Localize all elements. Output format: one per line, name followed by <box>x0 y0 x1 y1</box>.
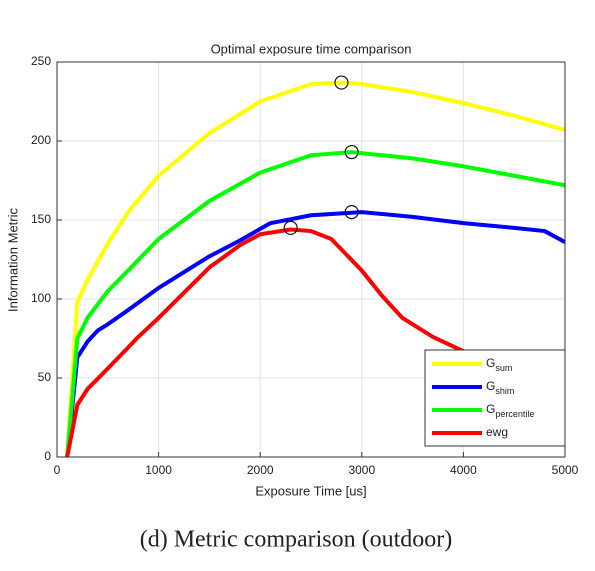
legend-label: Gshim <box>486 379 514 396</box>
x-tick-label: 2000 <box>247 463 274 477</box>
series-line <box>65 227 566 458</box>
y-tick-label: 0 <box>44 449 51 463</box>
series-line <box>65 210 566 458</box>
x-tick-label: 5000 <box>552 463 579 477</box>
x-tick-label: 1000 <box>145 463 172 477</box>
y-tick-label: 200 <box>31 133 51 147</box>
legend-name: G <box>486 356 495 370</box>
y-tick-label: 250 <box>31 54 51 68</box>
legend-name: ewg <box>486 425 508 439</box>
caption: (d) Metric comparison (outdoor) <box>140 527 453 553</box>
x-tick-label: 4000 <box>450 463 477 477</box>
legend-label: Gsum <box>486 356 512 373</box>
x-axis-label: Exposure Time [us] <box>255 483 366 498</box>
legend-name: G <box>486 402 495 416</box>
y-axis-label: Information Metric <box>5 207 20 312</box>
y-tick-label: 100 <box>31 291 51 305</box>
legend-label: Gpercentile <box>486 402 534 419</box>
x-tick-label: 0 <box>54 463 61 477</box>
chart-title: Optimal exposure time comparison <box>211 41 412 56</box>
series-line <box>65 80 566 458</box>
legend-subscript: percentile <box>495 409 534 419</box>
legend-subscript: shim <box>495 386 514 396</box>
optimum-marker <box>283 220 298 235</box>
y-tick-label: 50 <box>38 370 52 384</box>
optimum-marker <box>334 75 349 90</box>
y-tick-label: 150 <box>31 212 51 226</box>
x-tick-label: 3000 <box>348 463 375 477</box>
legend-label: ewg <box>486 425 508 439</box>
optimum-marker <box>344 144 359 160</box>
legend-subscript: sum <box>495 363 512 373</box>
plot-border <box>56 61 566 458</box>
optimum-marker <box>344 205 359 220</box>
series-line <box>65 150 566 458</box>
legend-name: G <box>486 379 495 393</box>
